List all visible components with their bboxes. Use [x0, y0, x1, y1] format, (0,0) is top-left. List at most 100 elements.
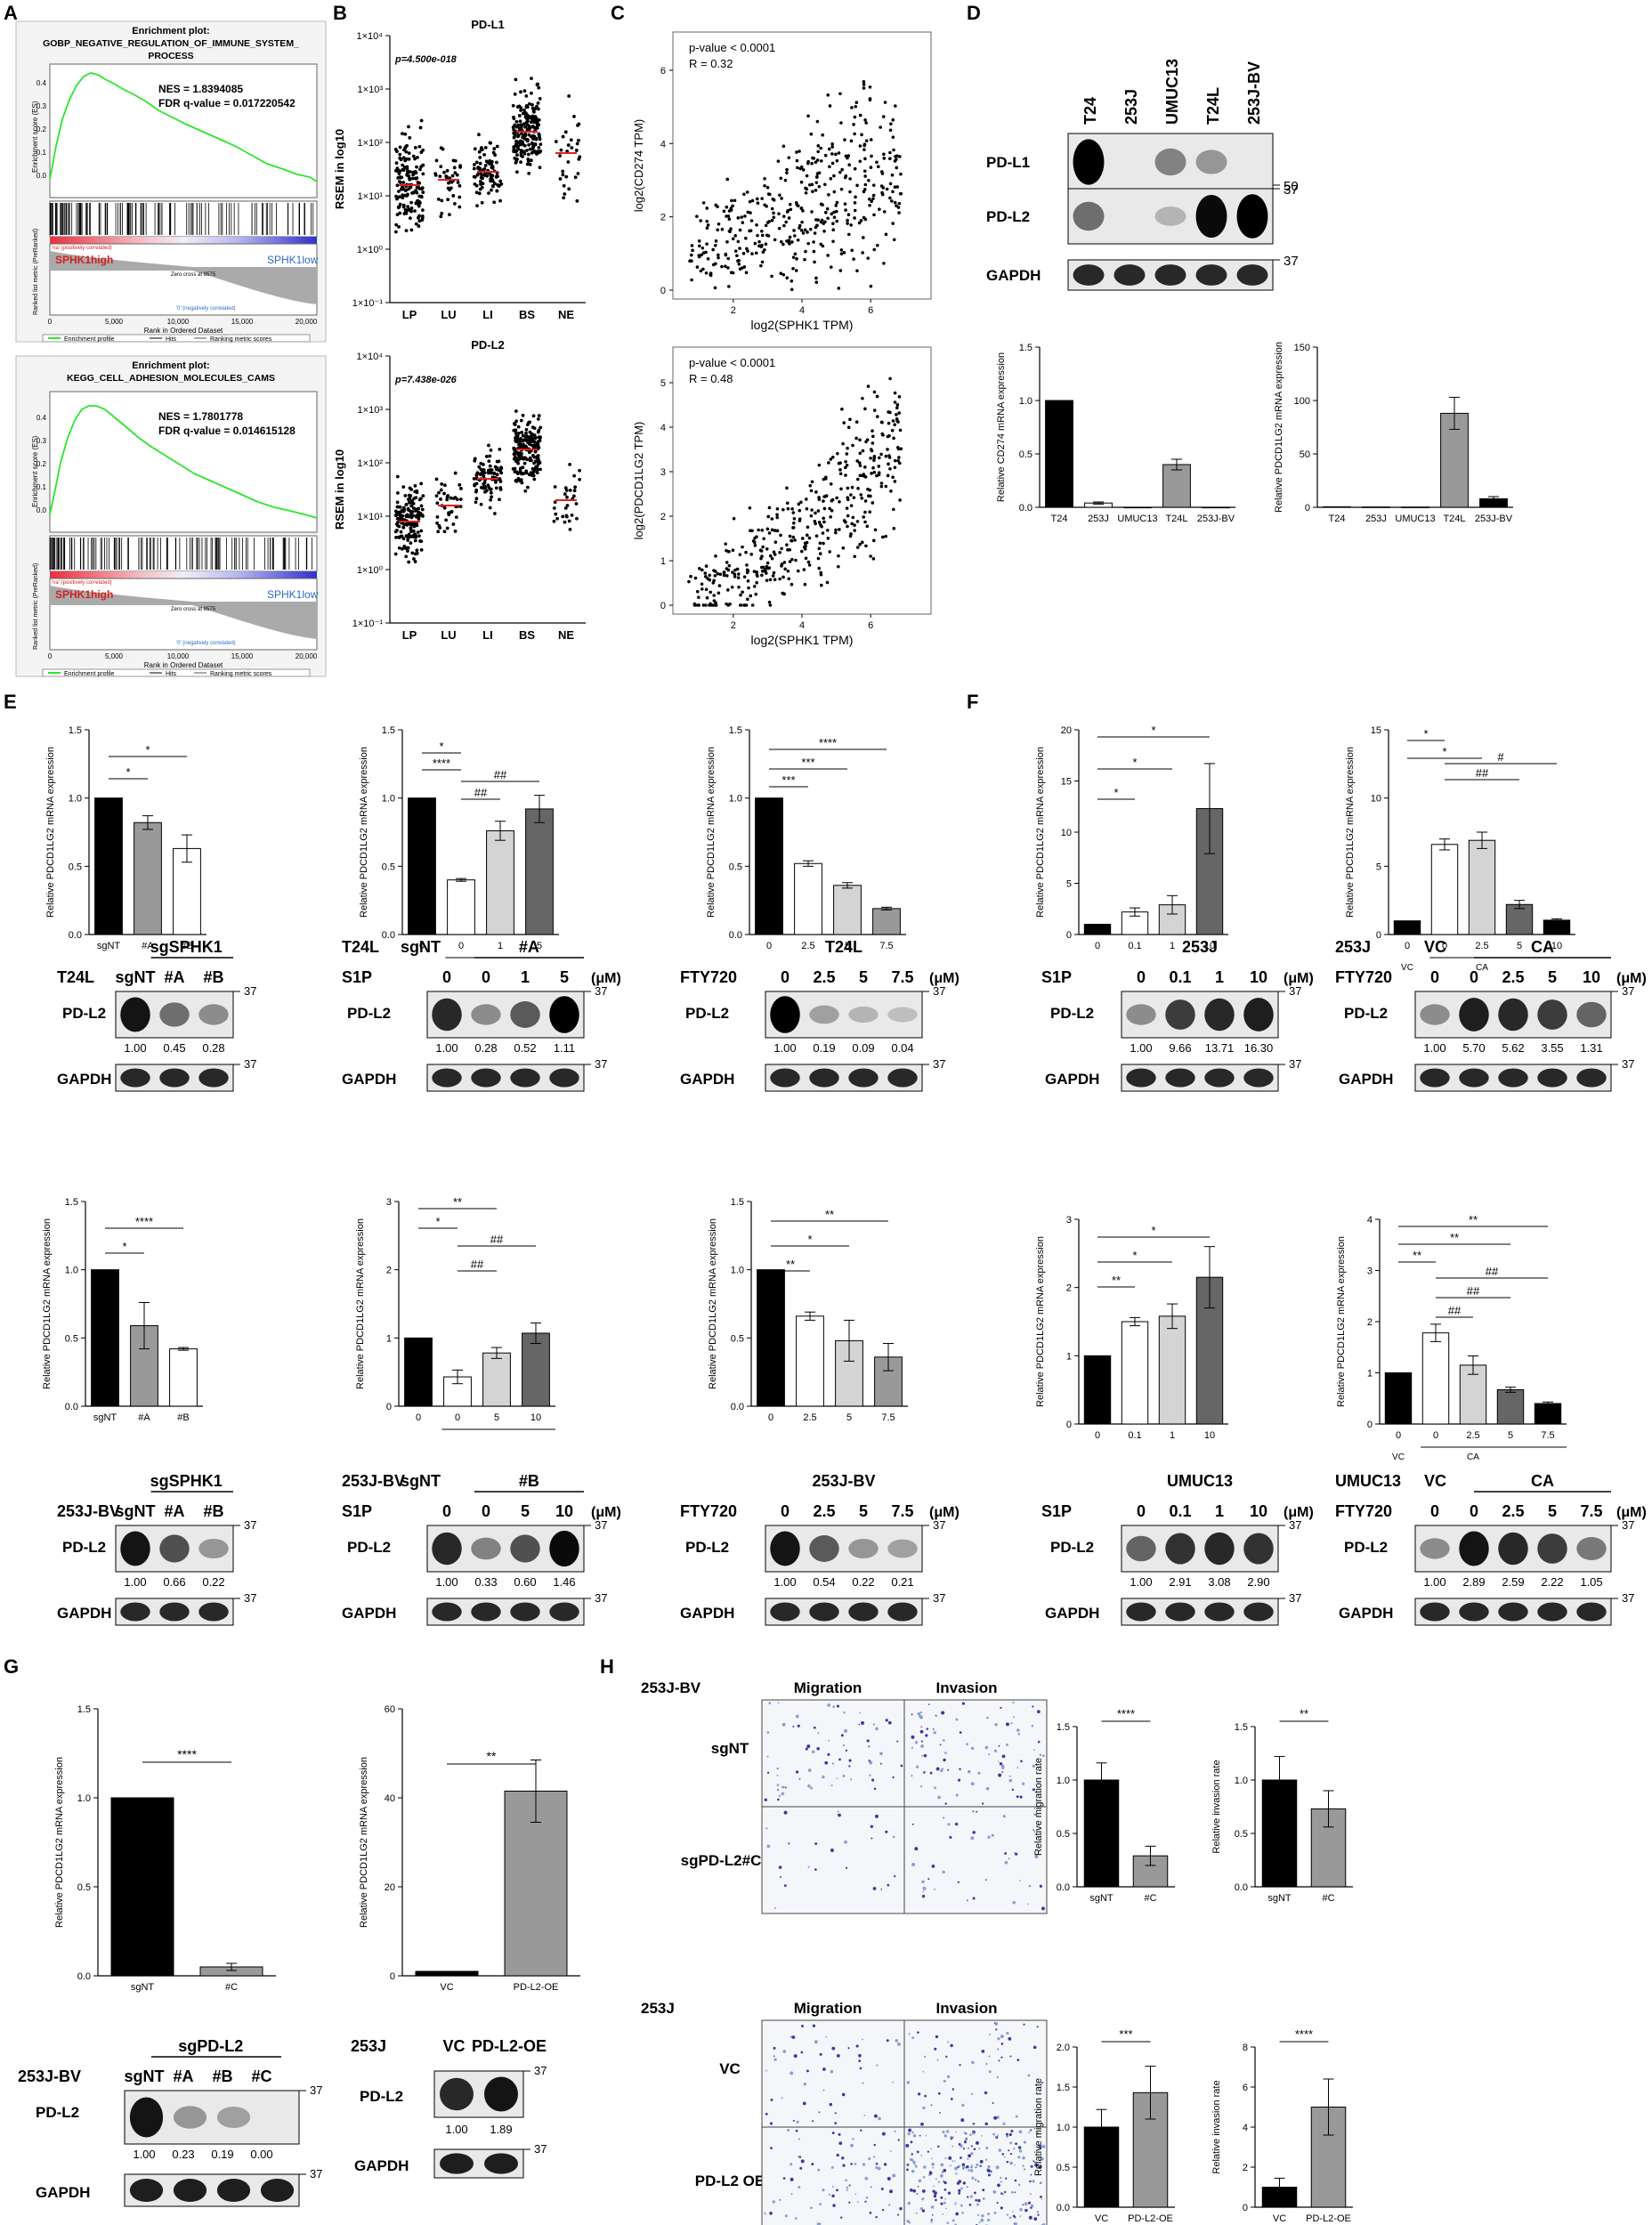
y-axis-label: Relative PDCD1LG2 mRNA expression: [1274, 342, 1284, 513]
stained-cell: [997, 2134, 1000, 2136]
stained-cell: [784, 2214, 788, 2218]
blot-header: VC: [1424, 938, 1446, 956]
data-point: [690, 253, 693, 257]
neg-corr-label: '0' (negatively correlated): [176, 641, 236, 646]
data-point: [705, 219, 709, 223]
data-point: [875, 415, 879, 418]
data-point: [415, 190, 419, 195]
stained-cell: [976, 1810, 978, 1813]
marker-label: 37: [595, 1057, 607, 1071]
stained-cell: [970, 2165, 973, 2169]
data-point: [899, 172, 903, 176]
data-point: [881, 115, 886, 118]
data-point: [401, 546, 404, 551]
stained-cell: [795, 1714, 799, 1719]
stained-cell: [976, 2163, 979, 2166]
data-point: [757, 239, 761, 244]
stained-cell: [970, 1782, 975, 1786]
category-label: 0.1: [1128, 1430, 1141, 1441]
stained-cell: [806, 1744, 811, 1749]
stained-cell: [974, 2191, 976, 2195]
y-tick-label: 0.5: [65, 1333, 78, 1344]
stained-cell: [947, 1823, 951, 1826]
data-point: [893, 400, 897, 404]
stained-cell: [931, 2157, 933, 2160]
panel-letter-D: D: [967, 2, 981, 24]
data-point: [855, 546, 860, 549]
data-point: [532, 116, 537, 120]
data-point: [532, 433, 537, 437]
stained-cell: [954, 2166, 958, 2171]
row-label: sgNT: [711, 1740, 749, 1757]
lane-label: 0: [1470, 968, 1478, 986]
stained-cell: [905, 2143, 910, 2148]
stained-cell: [1001, 2153, 1005, 2156]
data-point: [522, 151, 527, 156]
data-point: [842, 251, 846, 255]
data-point: [765, 527, 770, 531]
stained-cell: [781, 1792, 785, 1796]
data-point: [451, 194, 456, 198]
stained-cell: [911, 2131, 914, 2134]
stained-cell: [914, 1741, 919, 1744]
blot-row-label: PD-L2: [36, 2104, 79, 2121]
category-label: 253J: [1088, 514, 1109, 524]
data-point: [878, 207, 881, 211]
stained-cell: [919, 1714, 922, 1719]
transwell-image: [903, 1699, 1048, 1808]
data-point: [440, 211, 444, 215]
data-point: [884, 484, 888, 489]
stained-cell: [1022, 2164, 1024, 2167]
data-point: [717, 253, 720, 257]
bar: [486, 829, 514, 935]
data-point: [872, 409, 877, 412]
data-point: [436, 197, 441, 201]
data-point: [892, 507, 895, 512]
stained-cell: [955, 1793, 959, 1797]
data-point: [737, 585, 741, 589]
data-point: [523, 489, 528, 493]
data-point: [765, 561, 770, 565]
stained-cell: [836, 1777, 838, 1779]
data-point: [458, 505, 463, 508]
data-point: [394, 161, 399, 166]
stained-cell: [838, 1813, 841, 1817]
stained-cell: [911, 2153, 913, 2156]
y-axis-label: Relative PDCD1LG2 mRNA expression: [359, 747, 369, 918]
data-point: [575, 516, 579, 521]
data-point: [793, 252, 798, 256]
data-point: [835, 209, 838, 214]
stained-cell: [943, 2079, 946, 2083]
marker-label: 37: [310, 2083, 322, 2097]
data-point: [822, 229, 826, 233]
data-point: [869, 166, 873, 169]
stained-cell: [773, 2058, 777, 2061]
data-point: [697, 244, 701, 248]
blot-band: [129, 2097, 164, 2138]
stained-cell: [929, 1771, 933, 1775]
data-point: [523, 456, 527, 460]
panel-letter-B: B: [333, 2, 347, 24]
stained-cell: [1008, 2149, 1010, 2152]
data-point: [407, 187, 411, 191]
data-point: [886, 434, 890, 439]
data-point: [851, 443, 854, 448]
data-point: [524, 445, 529, 449]
y-axis-label: Relative PDCD1LG2 mRNA expression: [42, 1218, 53, 1389]
stained-cell: [783, 1884, 787, 1888]
y-tick-label: 1.0: [77, 1793, 91, 1804]
data-point: [830, 212, 834, 216]
y-tick-label: 1: [1367, 1369, 1373, 1380]
stained-cell: [968, 2204, 972, 2206]
data-point: [888, 157, 892, 161]
quant-value: 2.22: [1541, 1575, 1563, 1589]
data-point: [474, 500, 478, 505]
data-point: [777, 212, 781, 215]
stained-cell: [770, 2147, 773, 2149]
data-point: [899, 447, 903, 451]
data-point: [478, 166, 482, 171]
data-point: [797, 569, 800, 573]
data-point: [843, 138, 846, 142]
